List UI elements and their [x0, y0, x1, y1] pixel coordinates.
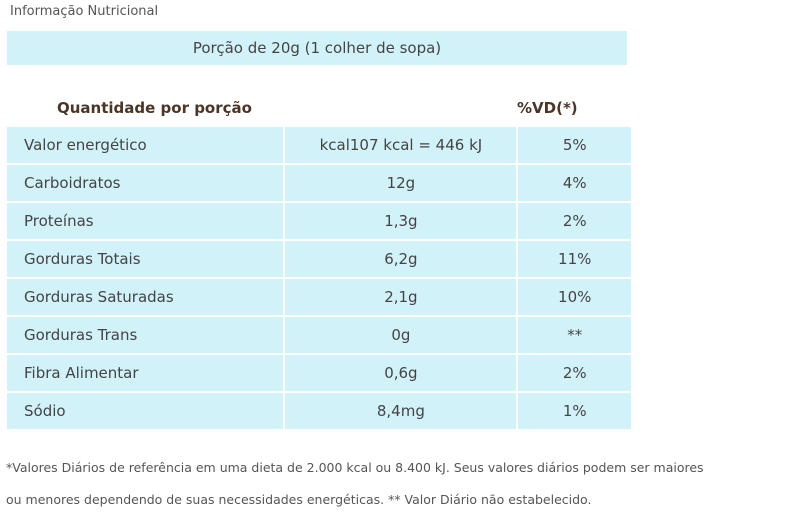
table-row: Gorduras Saturadas 2,1g 10%	[7, 279, 631, 317]
nutrient-vd: 5%	[518, 127, 631, 165]
nutrient-quantity: 1,3g	[285, 203, 519, 241]
table-row: Gorduras Trans 0g **	[7, 317, 631, 355]
nutrient-vd: 4%	[518, 165, 631, 203]
table-row: Gorduras Totais 6,2g 11%	[7, 241, 631, 279]
nutrient-vd: 1%	[518, 393, 631, 431]
table-row: Sódio 8,4mg 1%	[7, 393, 631, 431]
header-quantity: Quantidade por porção	[57, 99, 252, 117]
nutrient-vd: 10%	[518, 279, 631, 317]
nutrient-name: Gorduras Totais	[7, 241, 286, 279]
nutrient-quantity: 6,2g	[285, 241, 519, 279]
table-row: Valor energético kcal107 kcal = 446 kJ 5…	[7, 127, 631, 165]
nutrient-name: Proteínas	[7, 203, 286, 241]
nutrient-vd: 2%	[518, 203, 631, 241]
nutrient-name: Sódio	[7, 393, 286, 431]
portion-bar: Porção de 20g (1 colher de sopa)	[7, 31, 627, 65]
nutrient-vd: 2%	[518, 355, 631, 393]
nutrient-quantity: 12g	[285, 165, 519, 203]
table-row: Fibra Alimentar 0,6g 2%	[7, 355, 631, 393]
nutrient-name: Gorduras Trans	[7, 317, 286, 355]
nutrient-name: Gorduras Saturadas	[7, 279, 286, 317]
footnote-line-1: *Valores Diários de referência em uma di…	[6, 460, 704, 475]
nutrient-name: Fibra Alimentar	[7, 355, 286, 393]
table-row: Proteínas 1,3g 2%	[7, 203, 631, 241]
table-row: Carboidratos 12g 4%	[7, 165, 631, 203]
nutrient-name: Carboidratos	[7, 165, 286, 203]
header-vd: %VD(*)	[517, 99, 578, 117]
footnote: *Valores Diários de referência em uma di…	[6, 452, 798, 516]
section-title: Informação Nutricional	[10, 4, 159, 19]
nutrient-quantity: 0g	[285, 317, 519, 355]
footnote-line-2: ou menores dependendo de suas necessidad…	[6, 492, 592, 507]
nutrient-quantity: kcal107 kcal = 446 kJ	[285, 127, 519, 165]
nutrient-vd: **	[518, 317, 631, 355]
nutrient-name: Valor energético	[7, 127, 286, 165]
nutrient-vd: 11%	[518, 241, 631, 279]
nutrition-table: Valor energético kcal107 kcal = 446 kJ 5…	[7, 127, 631, 431]
nutrient-quantity: 0,6g	[285, 355, 519, 393]
nutrient-quantity: 8,4mg	[285, 393, 519, 431]
nutrient-quantity: 2,1g	[285, 279, 519, 317]
